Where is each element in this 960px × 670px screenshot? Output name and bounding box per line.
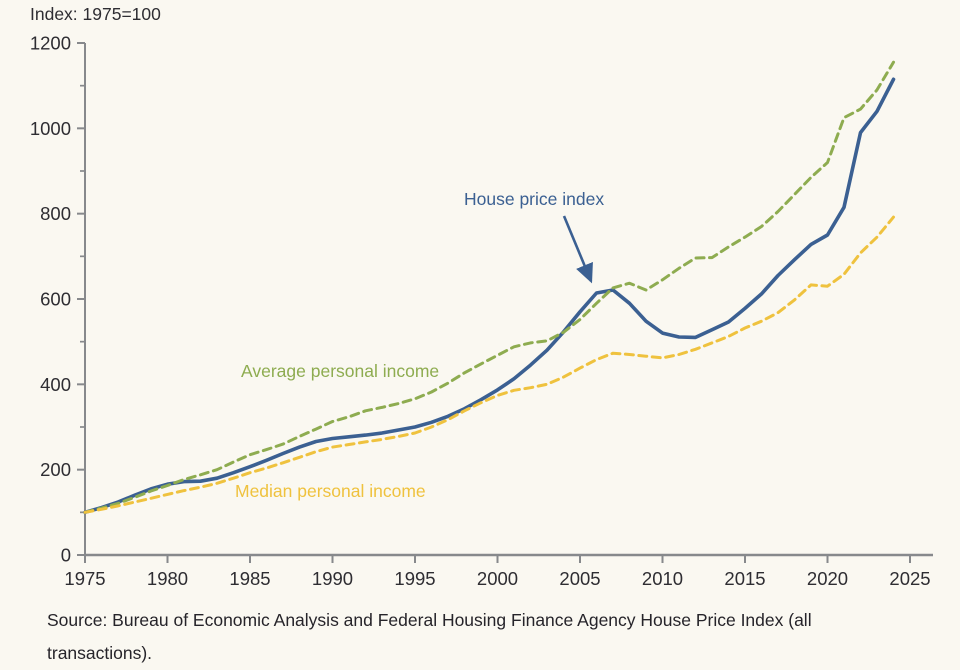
x-tick-label: 2025 (889, 568, 930, 589)
x-tick-label: 2015 (724, 568, 765, 589)
x-tick-label: 2000 (477, 568, 518, 589)
house-price-index-arrow (562, 215, 593, 284)
x-tick-label: 1980 (147, 568, 188, 589)
index-note: Index: 1975=100 (30, 4, 161, 24)
x-tick-label: 2010 (642, 568, 683, 589)
y-tick-label: 200 (40, 459, 71, 480)
y-tick-label: 0 (61, 545, 71, 566)
y-tick-label: 1200 (30, 33, 71, 54)
y-tick-label: 400 (40, 374, 71, 395)
y-tick-label: 600 (40, 289, 71, 310)
x-tick-label: 1990 (312, 568, 353, 589)
y-tick-label: 800 (40, 203, 71, 224)
x-tick-label: 1995 (394, 568, 435, 589)
x-tick-label: 2005 (559, 568, 600, 589)
series-median-income (83, 215, 895, 514)
house-price-index-label: House price index (464, 189, 605, 209)
average-personal-income-label: Average personal income (241, 361, 440, 381)
y-tick-label: 1000 (30, 118, 71, 139)
x-tick-label: 1975 (64, 568, 105, 589)
line-chart: 0 200 400 600 800 1000 1200 1975 1980 1985 1990 199… (30, 33, 933, 589)
source-note: Source: Bureau of Economic Analysis and … (47, 610, 812, 663)
x-tick-label: 2020 (807, 568, 848, 589)
series-avg-income (83, 60, 895, 514)
series-hpi (83, 77, 896, 515)
median-personal-income-label: Median personal income (235, 481, 426, 501)
x-tick-label: 1985 (229, 568, 270, 589)
